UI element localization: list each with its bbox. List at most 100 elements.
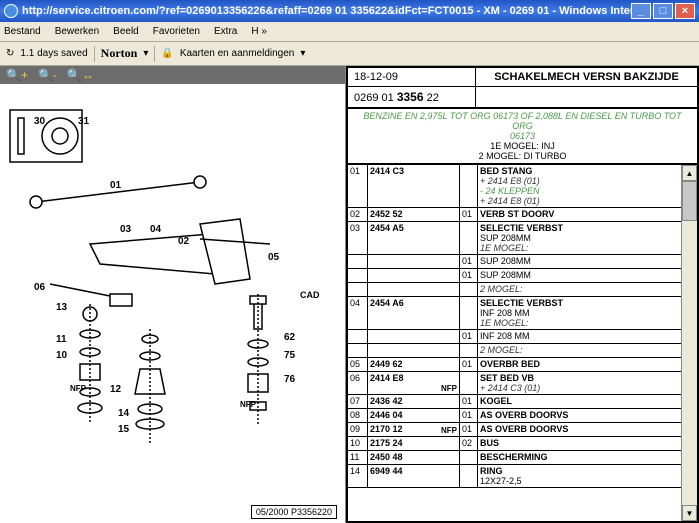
row-num: 05 [348, 358, 368, 371]
row-part: 6949 44 [368, 465, 460, 487]
diagram-toolbar: 🔍+ 🔍- 🔍↔ [0, 66, 345, 84]
row-desc: SELECTIE VERBSTINF 208 MM1E MOGEL: [478, 297, 697, 329]
callout-11: 11 [56, 334, 67, 345]
table-subrow[interactable]: 01INF 208 MM [348, 330, 697, 344]
nfp-label: NFP [70, 384, 86, 393]
days-saved-label: 1.1 days saved [20, 48, 87, 59]
zoom-fit-icon[interactable]: 🔍↔ [67, 68, 94, 82]
scroll-thumb[interactable] [682, 181, 697, 221]
row-num: 10 [348, 437, 368, 450]
row-qty: 01 [460, 409, 478, 422]
norton-label[interactable]: Norton [101, 46, 138, 61]
row-part: 2449 62 [368, 358, 460, 371]
menu-beeld[interactable]: Beeld [113, 26, 139, 37]
row-desc: AS OVERB DOORVS [478, 409, 697, 422]
table-subrow[interactable]: 2 MOGEL: [348, 344, 697, 358]
parts-table: 012414 C3BED STANG+ 2414 E8 (01)- 24 KLE… [346, 165, 699, 523]
row-qty: 02 [460, 437, 478, 450]
table-row[interactable]: 146949 44 RING12X27-2,5 [348, 465, 697, 488]
row-desc: SET BED VB+ 2414 C3 (01) [478, 372, 697, 394]
row-part: 2170 12NFP [368, 423, 460, 436]
row-desc: RING12X27-2,5 [478, 465, 697, 487]
row-qty: 01 [460, 358, 478, 371]
row-num: 07 [348, 395, 368, 408]
callout-62: 62 [284, 332, 295, 343]
table-row[interactable]: 082446 0401AS OVERB DOORVS [348, 409, 697, 423]
kaarten-label[interactable]: Kaarten en aanmeldingen [180, 48, 295, 59]
parts-header: 18-12-09 SCHAKELMECH VERSN BAKZIJDE 0269… [346, 66, 699, 109]
table-subrow[interactable]: 01SUP 208MM [348, 255, 697, 269]
row-qty: 01 [460, 423, 478, 436]
row-part: 2450 48 [368, 451, 460, 464]
table-row[interactable]: 052449 6201OVERBR BED [348, 358, 697, 372]
table-row[interactable]: 112450 48 BESCHERMING [348, 451, 697, 465]
scroll-up-icon[interactable]: ▲ [682, 165, 697, 181]
cad-label: CAD [300, 290, 320, 300]
row-part: 2454 A6 [368, 297, 460, 329]
parts-subheader: BENZINE EN 2,975L TOT ORG 06173 OF 2,088… [346, 109, 699, 165]
dropdown-icon[interactable]: ▾ [143, 48, 148, 59]
callout-05: 05 [268, 252, 279, 263]
row-part: 2452 52 [368, 208, 460, 221]
menu-extra[interactable]: Extra [214, 26, 237, 37]
maximize-button[interactable]: □ [653, 3, 673, 19]
dropdown-icon[interactable]: ▾ [300, 48, 305, 59]
diagram-panel: 🔍+ 🔍- 🔍↔ [0, 66, 346, 523]
row-qty: 01 [460, 208, 478, 221]
menu-bestand[interactable]: Bestand [4, 26, 41, 37]
sync-icon: ↻ [6, 48, 14, 59]
toolbar: ↻ 1.1 days saved Norton ▾ 🔒 Kaarten en a… [0, 42, 699, 66]
header-title: SCHAKELMECH VERSN BAKZIJDE [476, 68, 697, 86]
table-row[interactable]: 012414 C3BED STANG+ 2414 E8 (01)- 24 KLE… [348, 165, 697, 208]
menu-favorieten[interactable]: Favorieten [153, 26, 200, 37]
minimize-button[interactable]: _ [631, 3, 651, 19]
callout-12: 12 [110, 384, 121, 395]
row-desc: BESCHERMING [478, 451, 697, 464]
callout-75: 75 [284, 350, 295, 361]
nfp-label: NFP [240, 400, 256, 409]
table-row[interactable]: 092170 12NFP01AS OVERB DOORVS [348, 423, 697, 437]
table-row[interactable]: 102175 2402BUS [348, 437, 697, 451]
table-row[interactable]: 042454 A6 SELECTIE VERBSTINF 208 MM1E MOG… [348, 297, 697, 330]
zoom-out-icon[interactable]: 🔍- [38, 68, 57, 82]
row-qty [460, 297, 478, 329]
table-row[interactable]: 032454 A5SELECTIE VERBSTSUP 208MM1E MOGE… [348, 222, 697, 255]
table-subrow[interactable]: 01SUP 208MM [348, 269, 697, 283]
row-qty [460, 451, 478, 464]
row-num: 14 [348, 465, 368, 487]
row-part: 2414 E8NFP [368, 372, 460, 394]
row-desc: BED STANG+ 2414 E8 (01)- 24 KLEPPEN+ 241… [478, 165, 697, 207]
row-num: 04 [348, 297, 368, 329]
row-desc: OVERBR BED [478, 358, 697, 371]
ie-icon [4, 4, 18, 18]
row-desc: KOGEL [478, 395, 697, 408]
row-num: 11 [348, 451, 368, 464]
row-part: 2414 C3 [368, 165, 460, 207]
table-row[interactable]: 062414 E8NFPSET BED VB+ 2414 C3 (01) [348, 372, 697, 395]
parts-diagram[interactable]: 30 31 03 04 01 02 05 06 13 11 10 12 14 1… [0, 84, 345, 523]
row-qty [460, 465, 478, 487]
table-subrow[interactable]: 2 MOGEL: [348, 283, 697, 297]
row-part: 2175 24 [368, 437, 460, 450]
callout-30: 30 [34, 116, 45, 127]
callout-76: 76 [284, 374, 295, 385]
scrollbar[interactable]: ▲ ▼ [681, 165, 697, 521]
zoom-in-icon[interactable]: 🔍+ [6, 68, 28, 82]
table-row[interactable]: 072436 4201KOGEL [348, 395, 697, 409]
callout-02: 02 [178, 236, 189, 247]
row-qty: 01 [460, 395, 478, 408]
menu-bewerken[interactable]: Bewerken [55, 26, 99, 37]
menu-help[interactable]: H » [251, 26, 267, 37]
callout-14: 14 [118, 408, 129, 419]
close-button[interactable]: × [675, 3, 695, 19]
row-part: 2446 04 [368, 409, 460, 422]
callout-31: 31 [78, 116, 89, 127]
row-part: 2436 42 [368, 395, 460, 408]
scroll-down-icon[interactable]: ▼ [682, 505, 697, 521]
table-row[interactable]: 022452 5201VERB ST DOORV [348, 208, 697, 222]
row-qty [460, 222, 478, 254]
parts-panel: 18-12-09 SCHAKELMECH VERSN BAKZIJDE 0269… [346, 66, 699, 523]
row-qty [460, 372, 478, 394]
callout-10: 10 [56, 350, 67, 361]
window-title: http://service.citroen.com/?ref=02690133… [22, 5, 631, 17]
